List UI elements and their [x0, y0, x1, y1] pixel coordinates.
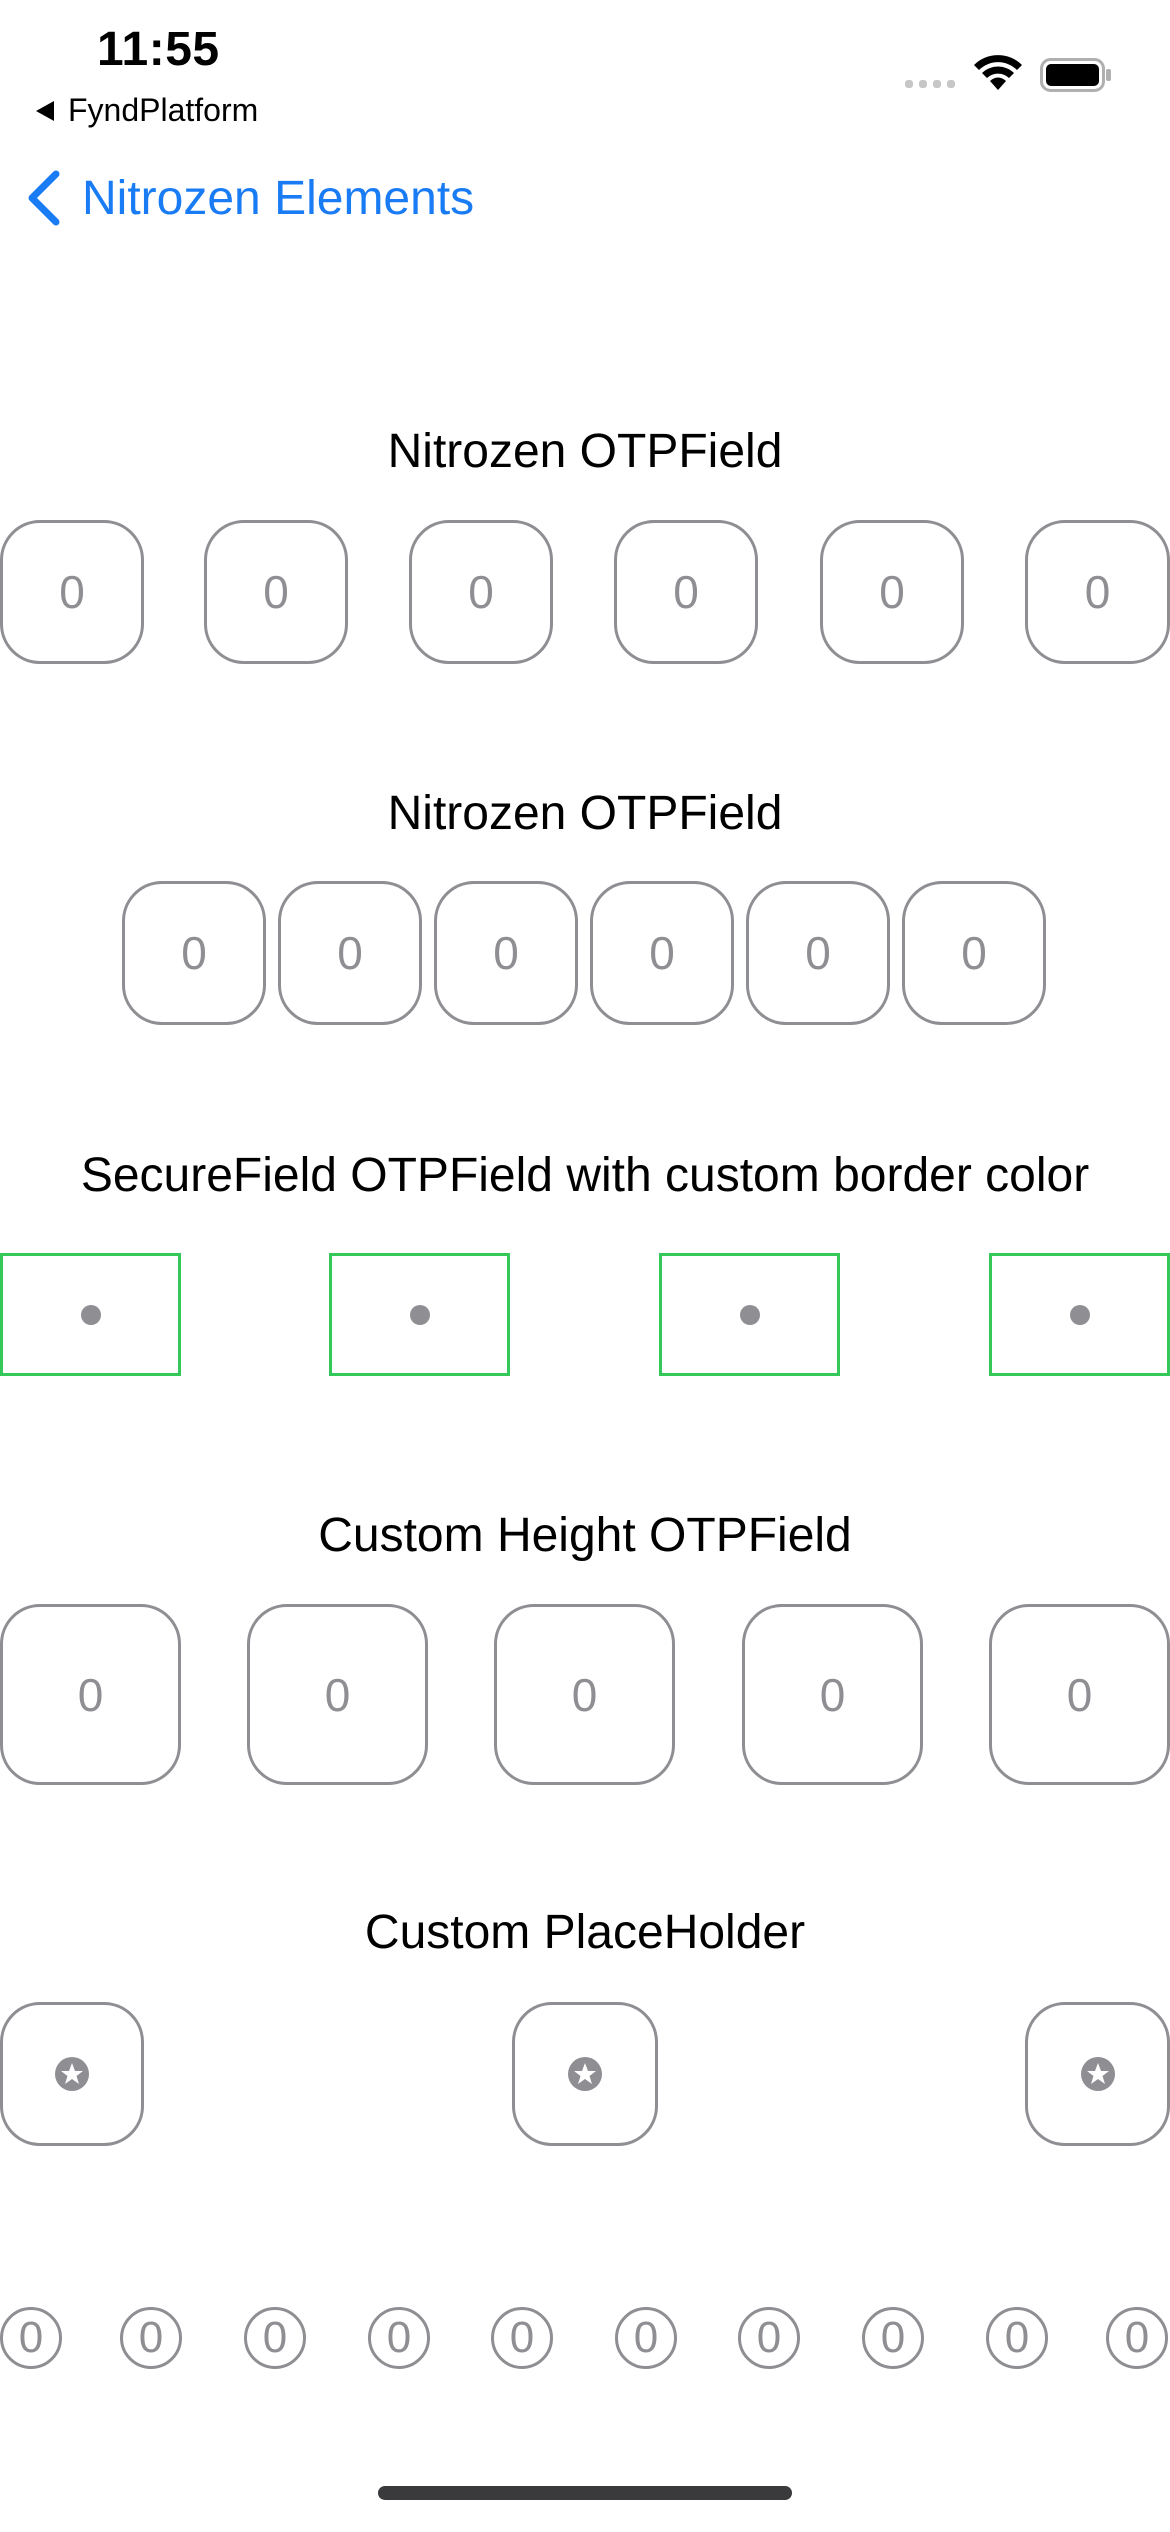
secure-dot — [80, 1304, 101, 1325]
secure-otp-input[interactable] — [659, 1253, 840, 1376]
circle-otp-input[interactable]: 0 — [244, 2307, 306, 2369]
secure-otp-input[interactable] — [989, 1253, 1170, 1376]
otp-input[interactable]: 0 — [590, 881, 734, 1025]
otp-input[interactable]: 0 — [434, 881, 578, 1025]
star-circle-icon — [1080, 2057, 1115, 2091]
secure-dot — [1069, 1304, 1090, 1325]
circle-otp-input[interactable]: 0 — [862, 2307, 924, 2369]
otp-input[interactable]: 0 — [0, 1604, 181, 1785]
circle-otp-input[interactable]: 0 — [738, 2307, 800, 2369]
star-circle-icon — [55, 2057, 89, 2091]
chevron-left-icon — [28, 170, 60, 226]
circle-otp-input[interactable]: 0 — [120, 2307, 182, 2369]
section-title-custom-placeholder: Custom PlaceHolder — [364, 1906, 806, 1959]
otp-input[interactable]: 0 — [989, 1604, 1170, 1785]
circle-otp-input[interactable]: 0 — [1106, 2307, 1168, 2369]
nav-back-button[interactable]: Nitrozen Elements — [26, 170, 474, 226]
otp-input[interactable]: 0 — [820, 520, 964, 664]
back-app-label: FyndPlatform — [68, 92, 259, 128]
secure-otp-input[interactable] — [0, 1253, 181, 1376]
otp-input[interactable] — [0, 2002, 144, 2146]
otp-input[interactable]: 0 — [1025, 520, 1170, 664]
otp-input[interactable]: 0 — [614, 520, 758, 664]
otp-input[interactable]: 0 — [409, 520, 553, 664]
status-time: 11:55 — [97, 23, 220, 76]
wifi-icon — [972, 52, 1024, 97]
otp-input[interactable]: 0 — [122, 881, 266, 1025]
cellular-signal-icon — [905, 80, 955, 88]
secure-dot — [409, 1304, 430, 1325]
circle-otp-input[interactable]: 0 — [491, 2307, 553, 2369]
otp-input[interactable]: 0 — [204, 520, 348, 664]
nav-back-label: Nitrozen Elements — [82, 171, 475, 225]
section-title-otpfield-2: Nitrozen OTPField — [387, 787, 783, 840]
secure-otp-input[interactable] — [329, 1253, 510, 1376]
otp-input[interactable]: 0 — [278, 881, 422, 1025]
otp-input[interactable]: 0 — [0, 520, 144, 664]
section-title-custom-height: Custom Height OTPField — [318, 1509, 852, 1562]
star-circle-icon — [568, 2057, 602, 2091]
circle-otp-input[interactable]: 0 — [986, 2307, 1048, 2369]
otp-input[interactable]: 0 — [494, 1604, 675, 1785]
otp-input[interactable]: 0 — [746, 881, 890, 1025]
otp-input[interactable] — [1025, 2002, 1170, 2146]
battery-icon — [1040, 58, 1112, 97]
circle-otp-input[interactable]: 0 — [615, 2307, 677, 2369]
circle-otp-input[interactable]: 0 — [0, 2307, 62, 2369]
otp-input[interactable]: 0 — [902, 881, 1046, 1025]
secure-dot — [739, 1304, 760, 1325]
otp-input[interactable]: 0 — [742, 1604, 923, 1785]
otp-input[interactable]: 0 — [247, 1604, 428, 1785]
circle-otp-input[interactable]: 0 — [368, 2307, 430, 2369]
home-indicator[interactable] — [378, 2486, 792, 2500]
back-to-app-link[interactable]: FyndPlatform — [36, 92, 258, 129]
section-title-secure-otpfield: SecureField OTPField with custom border … — [80, 1149, 1090, 1202]
back-triangle-icon — [36, 100, 54, 121]
otp-input[interactable] — [512, 2002, 658, 2146]
section-title-otpfield-1: Nitrozen OTPField — [387, 425, 783, 478]
